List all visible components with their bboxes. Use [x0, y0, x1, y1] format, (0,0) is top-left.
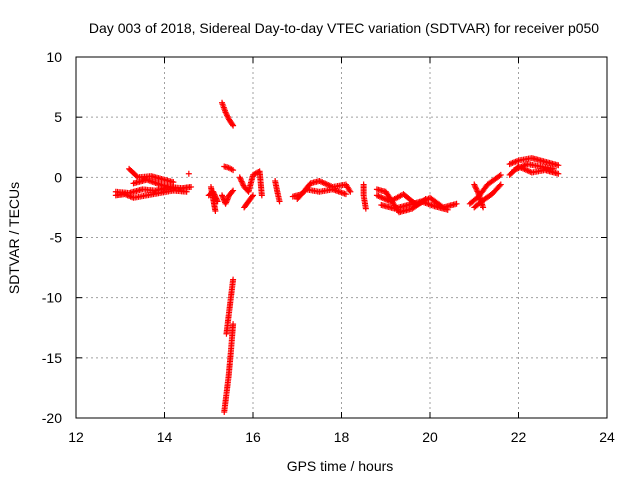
data-point	[496, 182, 503, 189]
data-point	[555, 170, 562, 177]
chart-title: Day 003 of 2018, Sidereal Day-to-day VTE…	[89, 20, 599, 36]
data-point	[183, 188, 190, 195]
data-point	[238, 178, 245, 185]
y-tick-label: 10	[46, 49, 62, 65]
data-point	[237, 177, 244, 184]
data-point	[473, 185, 480, 192]
axes: 12 14 16 18 20 22 24 -20 -15 -10 -5 0 5 10	[42, 49, 615, 445]
data-point	[249, 193, 256, 200]
data-point	[422, 195, 429, 202]
x-tick-label: 16	[245, 429, 261, 445]
y-tick-label: 5	[54, 109, 62, 125]
x-tick-label: 22	[511, 429, 527, 445]
data-point	[214, 198, 221, 205]
data-point	[258, 192, 265, 199]
data-point	[496, 172, 503, 179]
grid-lines	[76, 57, 607, 418]
data-point	[230, 276, 237, 283]
data-point	[212, 194, 219, 201]
data-point	[276, 198, 283, 205]
data-point	[497, 171, 504, 178]
x-tick-label: 12	[68, 429, 84, 445]
data-point	[212, 192, 219, 199]
data-point	[550, 165, 557, 172]
data-point	[170, 179, 177, 186]
data-point	[362, 205, 369, 212]
data-point	[475, 189, 482, 196]
data-point	[230, 187, 237, 194]
x-tick-label: 24	[599, 429, 615, 445]
data-point	[453, 200, 460, 207]
data-point	[230, 321, 237, 328]
data-point	[230, 167, 237, 174]
data-point	[497, 181, 504, 188]
data-point	[471, 181, 478, 188]
y-tick-label: -5	[50, 230, 63, 246]
y-tick-label: -10	[42, 290, 62, 306]
data-point	[229, 121, 236, 128]
data-point	[213, 195, 220, 202]
data-point	[472, 184, 479, 191]
data-point	[473, 187, 480, 194]
data-point	[342, 191, 349, 198]
data-point	[236, 174, 243, 181]
data-point	[250, 192, 256, 199]
data-point	[237, 175, 244, 182]
data-points	[112, 99, 562, 415]
y-tick-label: 0	[54, 169, 62, 185]
data-point	[301, 187, 308, 194]
data-point	[474, 188, 481, 195]
data-point	[185, 170, 192, 177]
x-axis-label: GPS time / hours	[287, 458, 394, 474]
data-point	[229, 188, 236, 195]
x-tick-label: 14	[157, 429, 173, 445]
data-point	[133, 173, 140, 180]
data-point	[212, 208, 219, 215]
data-point	[444, 206, 451, 213]
y-axis-label: SDTVAR / TECUs	[6, 182, 22, 294]
data-point	[239, 181, 246, 188]
x-tick-label: 18	[334, 429, 350, 445]
data-point	[239, 179, 246, 186]
data-point	[170, 185, 177, 192]
data-point	[210, 188, 217, 195]
data-point	[230, 122, 237, 129]
data-point	[421, 196, 428, 203]
data-point	[471, 182, 478, 189]
data-point	[188, 183, 195, 190]
data-point	[210, 190, 217, 197]
x-tick-label: 20	[422, 429, 438, 445]
y-tick-label: -20	[42, 410, 62, 426]
y-tick-label: -15	[42, 350, 62, 366]
data-point	[213, 197, 220, 204]
data-point	[555, 162, 562, 169]
data-point	[347, 188, 354, 195]
data-point	[480, 204, 487, 211]
data-point	[211, 191, 218, 198]
